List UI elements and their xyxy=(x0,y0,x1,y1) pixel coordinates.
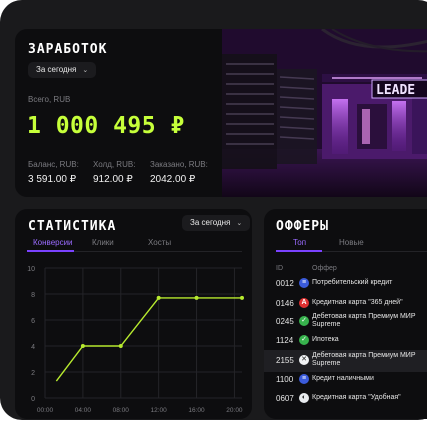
total-value: 1 000 495 ₽ xyxy=(27,113,185,139)
offer-row[interactable]: 0146 A Кредитная карта "365 дней" xyxy=(264,293,427,315)
bank-lines-icon: ≡ xyxy=(299,278,309,288)
column-offer-header: Оффер xyxy=(312,265,337,272)
statistics-chart: 0 2 4 6 8 10 00:00 04:00 08:00 12:00 16:00 20:00 xyxy=(27,266,244,414)
tab-hosts[interactable]: Хосты xyxy=(148,238,172,247)
y-tick-label: 0 xyxy=(31,396,35,403)
offers-tab-active-indicator xyxy=(276,250,322,252)
x-tick-label: 20:00 xyxy=(226,407,243,414)
offers-tabs-divider xyxy=(276,251,427,252)
balance-label: Баланс, RUB: xyxy=(28,160,79,169)
tab-active-indicator xyxy=(27,250,74,252)
offer-row[interactable]: 0607 ◐ Кредитная карта "Удобная" xyxy=(264,388,427,410)
offer-row[interactable]: 1124 ✓ Ипотека xyxy=(264,330,427,352)
offer-name: Дебетовая карта Премиум МИР Supreme xyxy=(312,313,416,328)
stats-period-select[interactable]: За сегодня ⌄ xyxy=(182,215,251,231)
offers-title: ОФФЕРЫ xyxy=(276,219,329,234)
tabs-divider xyxy=(27,251,242,252)
x-tick-label: 16:00 xyxy=(188,407,205,414)
data-point xyxy=(118,344,123,348)
y-tick-label: 10 xyxy=(27,266,35,273)
offer-id: 0146 xyxy=(276,299,294,308)
offer-id: 0607 xyxy=(276,394,294,403)
bank-lines-icon: ≡ xyxy=(299,374,309,384)
hero-illustration: LEADE xyxy=(222,27,427,197)
data-point xyxy=(80,344,85,348)
hold-label: Холд, RUB: xyxy=(93,160,136,169)
offer-row[interactable]: 1100 ≡ Кредит наличными xyxy=(264,369,427,391)
earnings-period-label: За сегодня xyxy=(36,65,77,74)
hold-value: 912.00 ₽ xyxy=(93,174,133,185)
chevron-down-icon: ⌄ xyxy=(82,67,89,74)
offer-name: Кредитная карта "365 дней" xyxy=(312,299,403,306)
x-tick-label: 00:00 xyxy=(37,407,54,414)
x-tick-label: 08:00 xyxy=(113,407,130,414)
tab-clicks[interactable]: Клики xyxy=(92,238,114,247)
offer-id: 1124 xyxy=(276,336,294,345)
offer-name: Ипотека xyxy=(312,336,339,343)
offer-name: Кредит наличными xyxy=(312,375,374,382)
ordered-label: Заказано, RUB: xyxy=(150,160,208,169)
offer-id: 2155 xyxy=(276,356,294,365)
offer-name: Потребительский кредит xyxy=(312,279,393,286)
series-line xyxy=(55,297,242,382)
column-id-header: ID xyxy=(276,265,283,272)
y-tick-label: 2 xyxy=(31,370,35,377)
stats-period-label: За сегодня xyxy=(190,218,231,227)
alfa-icon: A xyxy=(299,298,309,308)
x-tick-label: 12:00 xyxy=(151,407,168,414)
statistics-card: СТАТИСТИКА За сегодня ⌄ Конверсии Клики Х… xyxy=(15,209,252,419)
data-point xyxy=(194,295,199,300)
total-label: Всего, RUB xyxy=(28,95,71,104)
ordered-value: 2042.00 ₽ xyxy=(150,174,196,185)
tab-conversions[interactable]: Конверсии xyxy=(33,238,73,247)
hero-sign-text: LEADE xyxy=(376,83,415,98)
sber-icon: ✓ xyxy=(299,316,309,326)
offer-row[interactable]: 0245 ✓ Дебетовая карта Премиум МИР Supreme xyxy=(264,311,427,333)
offer-id: 0245 xyxy=(276,317,294,326)
hero-image: LEADE xyxy=(222,27,427,197)
offer-id: 0012 xyxy=(276,279,294,288)
x-tick-label: 04:00 xyxy=(75,407,92,414)
offers-card: ОФФЕРЫ Топ Новые ID Оффер 0012 ≡ Потребите… xyxy=(264,209,427,419)
data-point xyxy=(240,295,244,300)
offer-name: Дебетовая карта Премиум МИР Supreme xyxy=(312,352,416,367)
y-tick-label: 4 xyxy=(31,344,35,351)
offer-id: 1100 xyxy=(276,375,294,384)
tab-new[interactable]: Новые xyxy=(339,238,364,247)
earnings-period-select[interactable]: За сегодня ⌄ xyxy=(28,62,97,78)
tab-top[interactable]: Топ xyxy=(293,238,307,247)
data-point xyxy=(156,295,161,300)
earnings-title: ЗАРАБОТОК xyxy=(28,42,108,57)
chevron-down-icon: ⌄ xyxy=(236,220,243,227)
offer-name: Кредитная карта "Удобная" xyxy=(312,394,401,401)
sber-icon: ✓ xyxy=(299,335,309,345)
offer-row[interactable]: 0012 ≡ Потребительский кредит xyxy=(264,273,427,295)
y-tick-label: 6 xyxy=(31,318,35,325)
bank-round-icon: ◐ xyxy=(299,393,309,403)
y-tick-label: 8 xyxy=(31,292,35,299)
offer-row[interactable]: 2155 ✕ Дебетовая карта Премиум МИР Supreme xyxy=(264,350,427,372)
cross-icon: ✕ xyxy=(299,355,309,365)
statistics-title: СТАТИСТИКА xyxy=(28,219,117,234)
balance-value: 3 591.00 ₽ xyxy=(28,174,77,185)
